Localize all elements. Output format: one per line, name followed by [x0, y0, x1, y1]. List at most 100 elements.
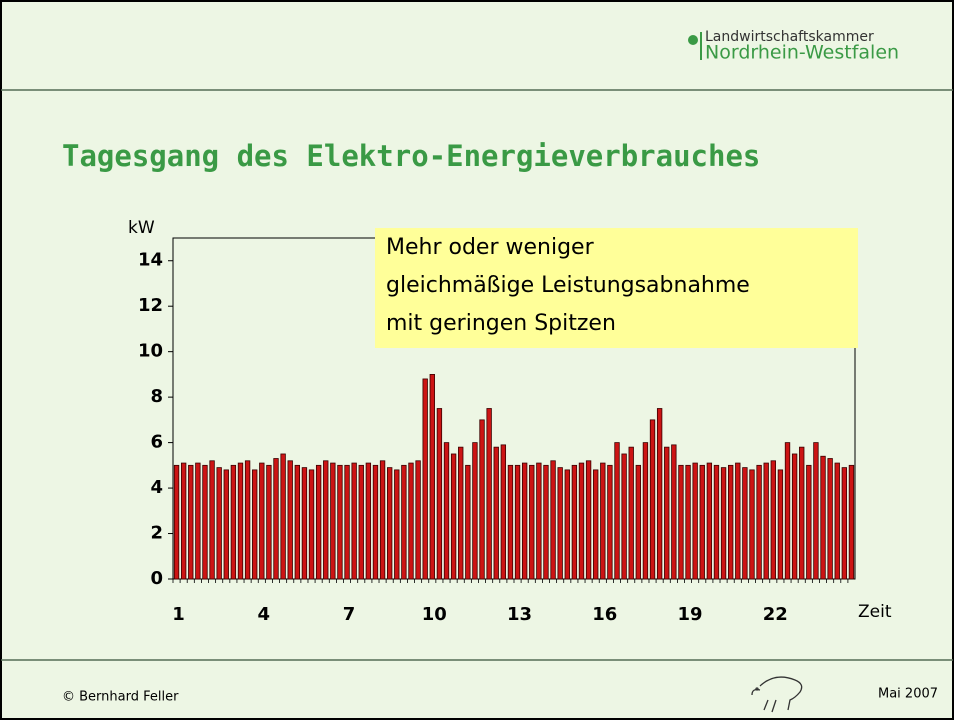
bar	[188, 465, 193, 579]
bar	[274, 459, 279, 579]
bar	[196, 463, 201, 579]
bar	[515, 465, 520, 579]
bar	[814, 443, 819, 579]
x-tick-label: 4	[258, 604, 271, 625]
bar	[714, 465, 719, 579]
x-tick-label: 22	[763, 604, 788, 625]
bar	[451, 454, 456, 579]
bar	[728, 465, 733, 579]
annotation-line: gleichmäßige Leistungsabnahme	[386, 273, 750, 298]
bar	[657, 409, 662, 580]
bar	[231, 465, 236, 579]
bar	[835, 463, 840, 579]
x-tick-label: 7	[343, 604, 356, 625]
bar	[572, 465, 577, 579]
bar	[252, 470, 257, 579]
bar	[686, 465, 691, 579]
bar	[359, 465, 364, 579]
logo-line2: Nordrhein-Westfalen	[705, 42, 899, 64]
y-tick-label: 8	[150, 386, 163, 407]
bar	[217, 468, 222, 579]
y-axis-label: kW	[128, 218, 155, 238]
bar	[593, 470, 598, 579]
bar	[785, 443, 790, 579]
footer-left: © Bernhard Feller	[62, 690, 179, 705]
bar	[437, 409, 442, 580]
bar	[373, 465, 378, 579]
x-axis-label: Zeit	[858, 602, 892, 622]
bar	[672, 445, 677, 579]
y-tick-label: 14	[138, 250, 163, 271]
bar	[821, 456, 826, 579]
bar	[807, 465, 812, 579]
bar	[615, 443, 620, 579]
bar	[743, 468, 748, 579]
bar	[458, 447, 463, 579]
bar	[260, 463, 265, 579]
bar	[608, 465, 613, 579]
bar	[643, 443, 648, 579]
x-tick-label: 13	[507, 604, 532, 625]
bar	[338, 465, 343, 579]
bar	[537, 463, 542, 579]
bar	[636, 465, 641, 579]
logo-dot	[688, 35, 698, 45]
bar	[210, 461, 215, 579]
annotation-line: mit geringen Spitzen	[386, 311, 616, 336]
bar	[771, 461, 776, 579]
bar	[466, 465, 471, 579]
bar	[423, 379, 428, 579]
bar	[487, 409, 492, 580]
bar	[522, 463, 527, 579]
bar	[579, 463, 584, 579]
bar	[345, 465, 350, 579]
bar	[558, 468, 563, 579]
x-tick-label: 1	[172, 604, 185, 625]
bar	[238, 463, 243, 579]
bar	[778, 470, 783, 579]
bar	[757, 465, 762, 579]
x-tick-label: 16	[592, 604, 617, 625]
bar	[700, 465, 705, 579]
x-tick-label: 19	[678, 604, 703, 625]
y-tick-label: 0	[150, 568, 163, 589]
bar	[529, 465, 534, 579]
bar	[416, 461, 421, 579]
bar	[352, 463, 357, 579]
bar	[792, 454, 797, 579]
x-tick-label: 10	[422, 604, 447, 625]
bar	[245, 461, 250, 579]
slide: Landwirtschaftskammer Nordrhein-Westfale…	[0, 0, 954, 720]
bar	[750, 470, 755, 579]
bar	[387, 468, 392, 579]
bar	[736, 463, 741, 579]
bar	[395, 470, 400, 579]
footer-right: Mai 2007	[878, 687, 938, 702]
bar	[629, 447, 634, 579]
bar	[622, 454, 627, 579]
bar	[849, 465, 854, 579]
bar	[331, 463, 336, 579]
bar	[828, 459, 833, 579]
bar	[508, 465, 513, 579]
bar	[551, 461, 556, 579]
chart-title: Tagesgang des Elektro-Energieverbrauches	[62, 139, 760, 173]
bar	[664, 447, 669, 579]
bar	[288, 461, 293, 579]
bar	[650, 420, 655, 579]
bar	[601, 463, 606, 579]
bar	[494, 447, 499, 579]
y-tick-label: 2	[150, 523, 163, 544]
bar	[181, 463, 186, 579]
annotation-line: Mehr oder weniger	[386, 235, 595, 260]
y-tick-label: 6	[150, 432, 163, 453]
bar	[473, 443, 478, 579]
bar	[430, 374, 435, 579]
bar	[174, 465, 179, 579]
page: Landwirtschaftskammer Nordrhein-Westfale…	[0, 0, 954, 724]
bar	[309, 470, 314, 579]
bar	[267, 465, 272, 579]
bar	[842, 468, 847, 579]
bar	[586, 461, 591, 579]
bar	[323, 461, 328, 579]
